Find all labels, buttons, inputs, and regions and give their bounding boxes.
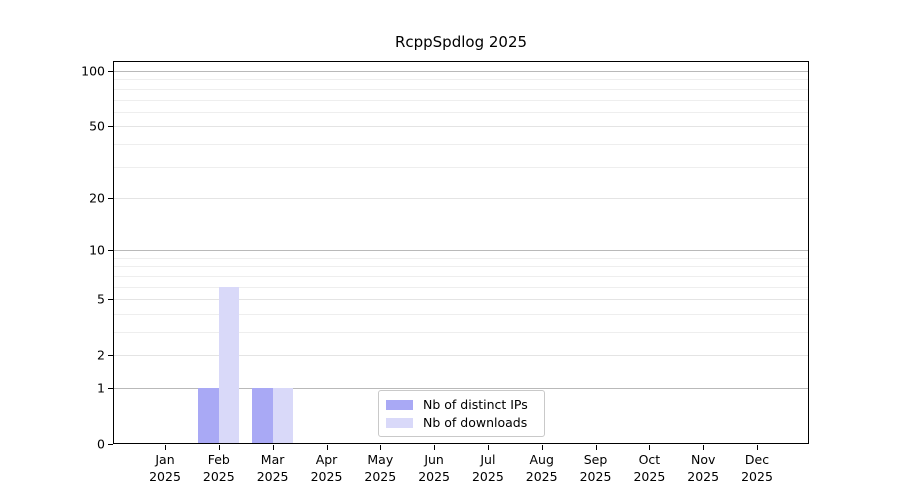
minor-gridline [113,88,809,90]
x-tickmark [326,445,328,450]
y-tickmark [108,250,113,252]
x-tickmark [434,445,436,450]
x-tick-label: Jul 2025 [471,452,504,484]
major-gridline [113,71,809,72]
x-tick-label: Mar 2025 [256,452,289,484]
x-tick-label: Apr 2025 [310,452,343,484]
minor-gridline [113,257,809,259]
gridline [113,197,809,199]
x-tick-label: Feb 2025 [202,452,235,484]
minor-gridline [113,99,809,101]
legend-label-downloads: Nb of downloads [423,415,528,430]
minor-gridline [113,111,809,113]
minor-gridline [113,332,809,333]
minor-gridline [113,166,809,168]
x-tickmark [757,445,758,450]
legend-swatch-downloads [386,417,413,428]
y-tickmark [108,299,113,301]
minor-gridline [113,79,809,81]
y-tickmark [108,197,113,199]
x-tick-label: Nov 2025 [687,452,720,484]
y-tick-label: 1 [97,380,105,396]
x-tickmark [649,445,651,450]
gridline [113,355,809,357]
bar-downloads-feb [218,286,240,444]
bar-distinct-ips-mar [252,388,273,444]
x-tick-label: Oct 2025 [633,452,666,484]
x-tick-label: Sep 2025 [579,452,612,484]
legend-label-distinct-ips: Nb of distinct IPs [423,397,528,412]
x-tick-label: Jun 2025 [418,452,450,484]
y-tickmark [108,355,113,357]
x-tick-label: May 2025 [364,452,397,484]
x-tick-label: Jan 2025 [149,452,181,484]
x-tick-label: Aug 2025 [525,452,558,484]
plot-spines [113,61,809,444]
y-tick-label: 100 [81,63,105,79]
legend-item-downloads: Nb of downloads [386,415,536,430]
y-tick-label: 50 [89,118,105,134]
legend-swatch-distinct-ips [386,399,413,410]
x-tick-label: Dec 2025 [741,452,773,484]
minor-gridline [113,275,809,277]
x-tickmark [218,445,220,450]
x-tickmark [703,445,705,450]
minor-gridline [113,266,809,268]
bar-distinct-ips-feb [198,388,219,444]
bar-downloads-mar [272,388,294,444]
x-tickmark [595,445,597,450]
y-tickmark [108,126,113,128]
x-tickmark [541,445,543,450]
x-tickmark [487,445,489,450]
y-tick-label: 2 [97,347,105,363]
chart-title: RcppSpdlog 2025 [394,33,528,51]
legend: Nb of distinct IPs Nb of downloads [378,390,545,437]
gridline [113,299,809,301]
minor-gridline [113,313,809,315]
y-tick-label: 20 [89,190,105,206]
y-tick-label: 5 [97,291,105,307]
x-tickmark [165,445,166,450]
major-gridline [113,388,809,389]
y-tickmark [108,444,113,445]
x-tickmark [380,445,382,450]
y-tick-label: 10 [89,242,105,258]
y-tickmark [108,71,113,72]
legend-item-distinct-ips: Nb of distinct IPs [386,397,536,412]
minor-gridline [113,143,809,145]
major-gridline [113,250,809,252]
minor-gridline [113,286,809,288]
y-tickmark [108,388,113,389]
x-tickmark [272,445,274,450]
gridline [113,126,809,128]
y-tick-label: 0 [97,436,105,452]
